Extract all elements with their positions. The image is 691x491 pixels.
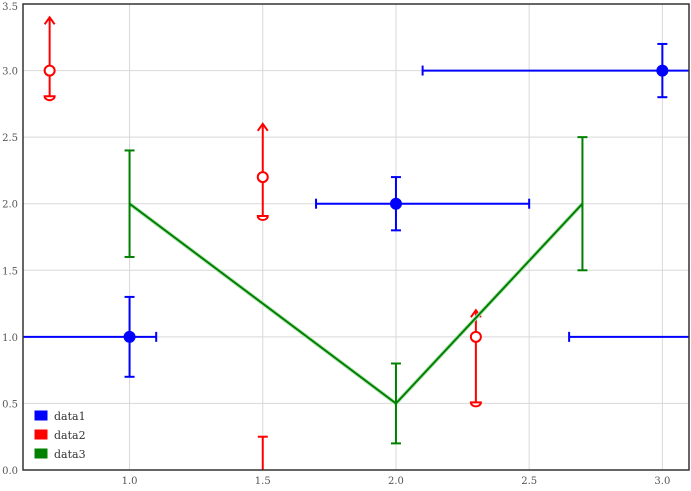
- axis-tick-labels: 1.0 1.5 2.0 2.5 3.0 0.0 0.5 1.0 1.5 2.0 2.5 3.0 3.5: [2, 2, 670, 487]
- upper-limit-arrow: [256, 122, 269, 132]
- y-tick-label: 3.5: [2, 2, 18, 13]
- x-tick-label: 3.0: [654, 476, 670, 487]
- series-line: [128, 202, 584, 405]
- legend-swatch: [33, 409, 49, 422]
- legend-swatch: [33, 447, 49, 460]
- lower-limit-cap: [469, 401, 482, 408]
- x-tick-label: 1.0: [122, 476, 138, 487]
- y-tick-label: 3.0: [2, 67, 18, 78]
- data-point: [256, 171, 269, 184]
- extra-errorbar-data1: [568, 331, 689, 342]
- series-data1: [23, 42, 689, 378]
- legend[interactable]: data1 data2 data3: [33, 409, 86, 461]
- data-point: [43, 64, 56, 77]
- legend-label: data3: [54, 448, 86, 461]
- x-tick-label: 2.5: [521, 476, 537, 487]
- y-tick-label: 1.5: [2, 266, 18, 277]
- series-layer: [23, 15, 689, 470]
- data-point: [656, 64, 669, 77]
- legend-label: data2: [54, 429, 86, 442]
- legend-label: data1: [54, 410, 86, 423]
- extra-errorbar-data2: [257, 435, 268, 470]
- x-tick-label: 1.5: [255, 476, 271, 487]
- legend-item-data2[interactable]: data2: [33, 428, 86, 442]
- y-tick-label: 2.5: [2, 133, 18, 144]
- grid: [23, 3, 689, 471]
- upper-limit-arrow: [43, 15, 56, 25]
- x-tick-label: 2.0: [388, 476, 404, 487]
- data-point: [389, 197, 402, 210]
- y-tick-label: 2.0: [2, 200, 18, 211]
- y-tick-label: 0.0: [2, 466, 18, 477]
- series-data2: [43, 15, 482, 408]
- data-point: [123, 330, 136, 343]
- legend-item-data3[interactable]: data3: [33, 447, 86, 461]
- y-tick-label: 1.0: [2, 333, 18, 344]
- data-point: [469, 330, 482, 343]
- legend-swatch: [33, 428, 49, 441]
- y-tick-label: 0.5: [2, 399, 18, 410]
- lower-limit-cap: [43, 95, 56, 102]
- lower-limit-cap: [256, 215, 269, 221]
- legend-item-data1[interactable]: data1: [33, 409, 86, 423]
- plot-frame: [22, 3, 690, 471]
- series-data3: [124, 136, 588, 445]
